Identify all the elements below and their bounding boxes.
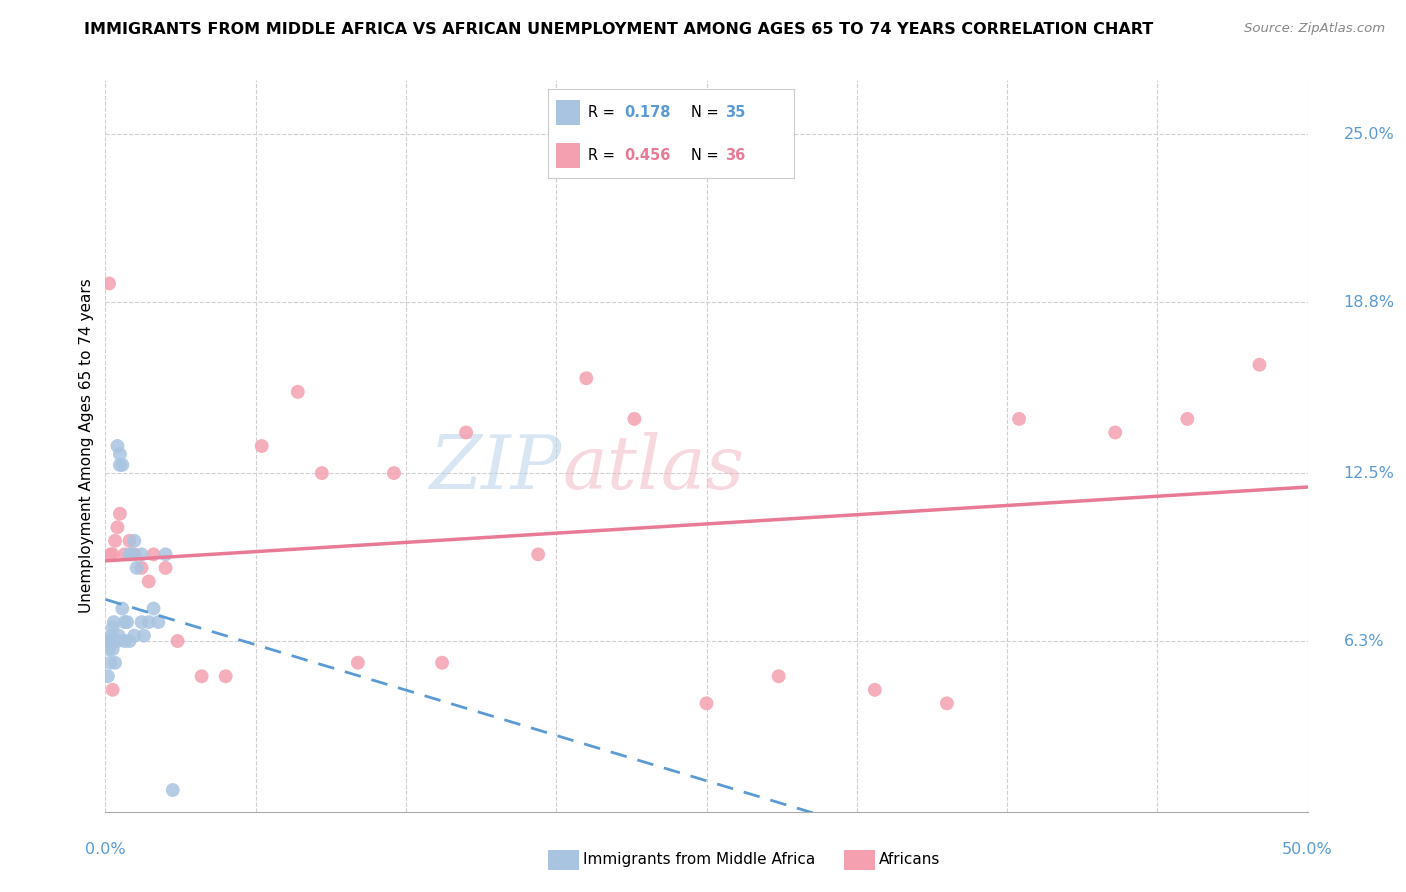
Point <box>575 371 598 385</box>
Point <box>132 629 155 643</box>
Point <box>107 439 129 453</box>
Text: 0.178: 0.178 <box>624 105 671 120</box>
Point <box>98 277 121 291</box>
Point <box>108 507 131 521</box>
Point <box>118 547 141 561</box>
Point <box>166 634 188 648</box>
Text: 0.456: 0.456 <box>624 148 671 162</box>
Point <box>101 620 124 634</box>
Point <box>148 615 170 629</box>
Point <box>1249 358 1271 372</box>
Bar <box>555 143 581 168</box>
Point <box>155 547 177 561</box>
Point <box>214 669 236 683</box>
Point <box>97 669 120 683</box>
Point <box>101 547 124 561</box>
Text: 0.0%: 0.0% <box>86 842 125 856</box>
Point <box>98 634 121 648</box>
Point <box>107 520 129 534</box>
Point <box>115 615 138 629</box>
Point <box>104 656 127 670</box>
Point <box>138 574 160 589</box>
Point <box>98 547 121 561</box>
Point <box>121 547 143 561</box>
Text: R =: R = <box>588 148 619 162</box>
Point <box>124 533 146 548</box>
Point <box>98 642 121 657</box>
Text: Source: ZipAtlas.com: Source: ZipAtlas.com <box>1244 22 1385 36</box>
Point <box>118 634 141 648</box>
Text: 6.3%: 6.3% <box>1344 633 1384 648</box>
Point <box>430 656 453 670</box>
Text: 35: 35 <box>725 105 745 120</box>
Point <box>768 669 790 683</box>
Point <box>118 533 141 548</box>
Point <box>114 615 136 629</box>
Point <box>142 547 165 561</box>
Text: R =: R = <box>588 105 619 120</box>
Text: 36: 36 <box>725 148 745 162</box>
Text: 18.8%: 18.8% <box>1344 295 1395 310</box>
Point <box>454 425 477 440</box>
Point <box>131 615 153 629</box>
Point <box>1104 425 1126 440</box>
Point <box>696 697 718 711</box>
Point <box>936 697 959 711</box>
Point <box>311 466 333 480</box>
Point <box>382 466 405 480</box>
Point <box>131 561 153 575</box>
Text: 50.0%: 50.0% <box>1282 842 1333 856</box>
Text: atlas: atlas <box>562 432 744 504</box>
Point <box>114 634 136 648</box>
Point <box>101 642 124 657</box>
Point <box>347 656 370 670</box>
Point <box>98 656 121 670</box>
Point <box>101 682 124 697</box>
Point <box>1175 412 1198 426</box>
Point <box>124 547 146 561</box>
Point <box>100 629 122 643</box>
Point <box>104 533 127 548</box>
Point <box>108 447 131 461</box>
Text: Africans: Africans <box>879 853 941 867</box>
Text: N =: N = <box>692 105 723 120</box>
Point <box>107 629 129 643</box>
Point <box>155 561 177 575</box>
Bar <box>555 100 581 125</box>
Point <box>623 412 645 426</box>
Point <box>111 601 134 615</box>
Point <box>131 547 153 561</box>
Y-axis label: Unemployment Among Ages 65 to 74 years: Unemployment Among Ages 65 to 74 years <box>79 278 94 614</box>
Point <box>162 783 184 797</box>
Point <box>287 384 309 399</box>
Point <box>527 547 550 561</box>
Point <box>111 458 134 472</box>
Point <box>107 634 129 648</box>
Text: N =: N = <box>692 148 723 162</box>
Point <box>138 615 160 629</box>
Point <box>1008 412 1031 426</box>
Point <box>125 561 148 575</box>
Point <box>97 634 120 648</box>
Text: ZIP: ZIP <box>430 432 562 504</box>
Point <box>863 682 886 697</box>
Point <box>142 601 165 615</box>
Point <box>190 669 212 683</box>
Text: Immigrants from Middle Africa: Immigrants from Middle Africa <box>583 853 815 867</box>
Text: IMMIGRANTS FROM MIDDLE AFRICA VS AFRICAN UNEMPLOYMENT AMONG AGES 65 TO 74 YEARS : IMMIGRANTS FROM MIDDLE AFRICA VS AFRICAN… <box>84 22 1153 37</box>
Point <box>103 615 125 629</box>
Point <box>104 634 127 648</box>
Text: 12.5%: 12.5% <box>1344 466 1395 481</box>
Text: 25.0%: 25.0% <box>1344 127 1395 142</box>
Point <box>114 547 136 561</box>
Point <box>250 439 273 453</box>
Point <box>97 634 120 648</box>
Point <box>108 458 131 472</box>
Point <box>124 629 146 643</box>
